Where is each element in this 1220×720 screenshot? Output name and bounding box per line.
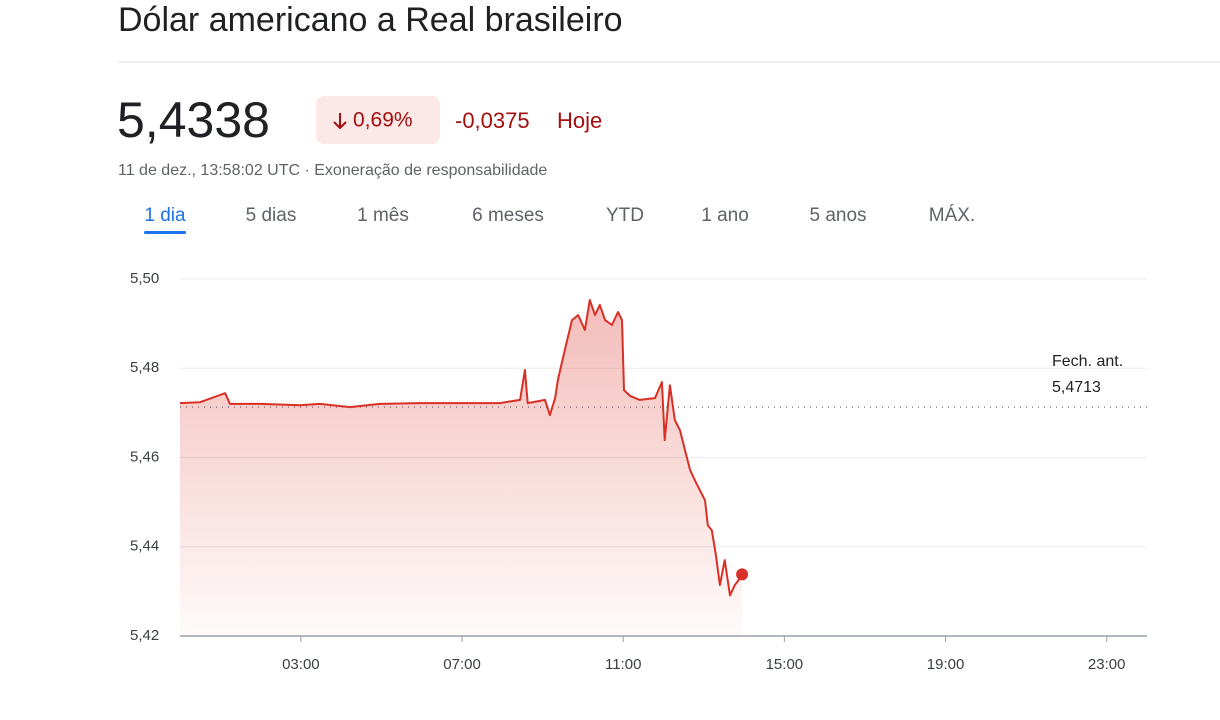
tab[interactable]: 5 dias xyxy=(246,205,297,226)
x-tick-label: 07:00 xyxy=(443,656,481,673)
tab[interactable]: 1 mês xyxy=(357,205,409,226)
previous-close-value: 5,4713 xyxy=(1052,379,1101,396)
page-title: Dólar americano a Real brasileiro xyxy=(118,1,623,39)
y-tick-label: 5,42 xyxy=(130,627,159,644)
price-line xyxy=(179,299,743,597)
tab[interactable]: 6 meses xyxy=(472,205,544,226)
tab-indicator xyxy=(144,231,186,234)
timestamp: 11 de dez., 13:58:02 UTC · Exoneração de… xyxy=(118,162,547,179)
down-arrow xyxy=(333,113,347,130)
x-tick-label: 15:00 xyxy=(766,656,804,673)
x-tick-label: 11:00 xyxy=(605,656,641,673)
area-fill xyxy=(180,300,743,636)
last-point xyxy=(736,568,749,581)
tab[interactable]: 5 anos xyxy=(809,205,866,226)
y-tick-label: 5,46 xyxy=(130,448,159,465)
y-tick-label: 5,50 xyxy=(130,270,159,287)
y-tick-label: 5,44 xyxy=(130,538,159,555)
change-badge xyxy=(316,96,440,144)
period: Hoje xyxy=(557,108,602,133)
chart: 5,42 5,44 5,46 5,48 5,50 03:00 07:00 11:00 15:00… xyxy=(130,270,1147,673)
tab[interactable]: 1 ano xyxy=(701,205,749,226)
price: 5,4338 xyxy=(117,92,270,148)
previous-close-label: Fech. ant. xyxy=(1052,353,1123,370)
tab[interactable]: 1 dia xyxy=(144,205,186,226)
x-tick-label: 03:00 xyxy=(282,656,320,673)
tab[interactable]: MÁX. xyxy=(929,205,975,226)
change: -0,0375 xyxy=(455,108,530,133)
change-percent: 0,69% xyxy=(353,109,413,132)
y-tick-label: 5,48 xyxy=(130,359,159,376)
tab[interactable]: YTD xyxy=(606,205,644,226)
tabs: 1 dia 5 dias 1 mês 6 meses YTD 1 ano 5 anos MÁX… xyxy=(144,205,975,234)
x-tick-label: 23:00 xyxy=(1088,656,1126,673)
x-tick-label: 19:00 xyxy=(927,656,965,673)
